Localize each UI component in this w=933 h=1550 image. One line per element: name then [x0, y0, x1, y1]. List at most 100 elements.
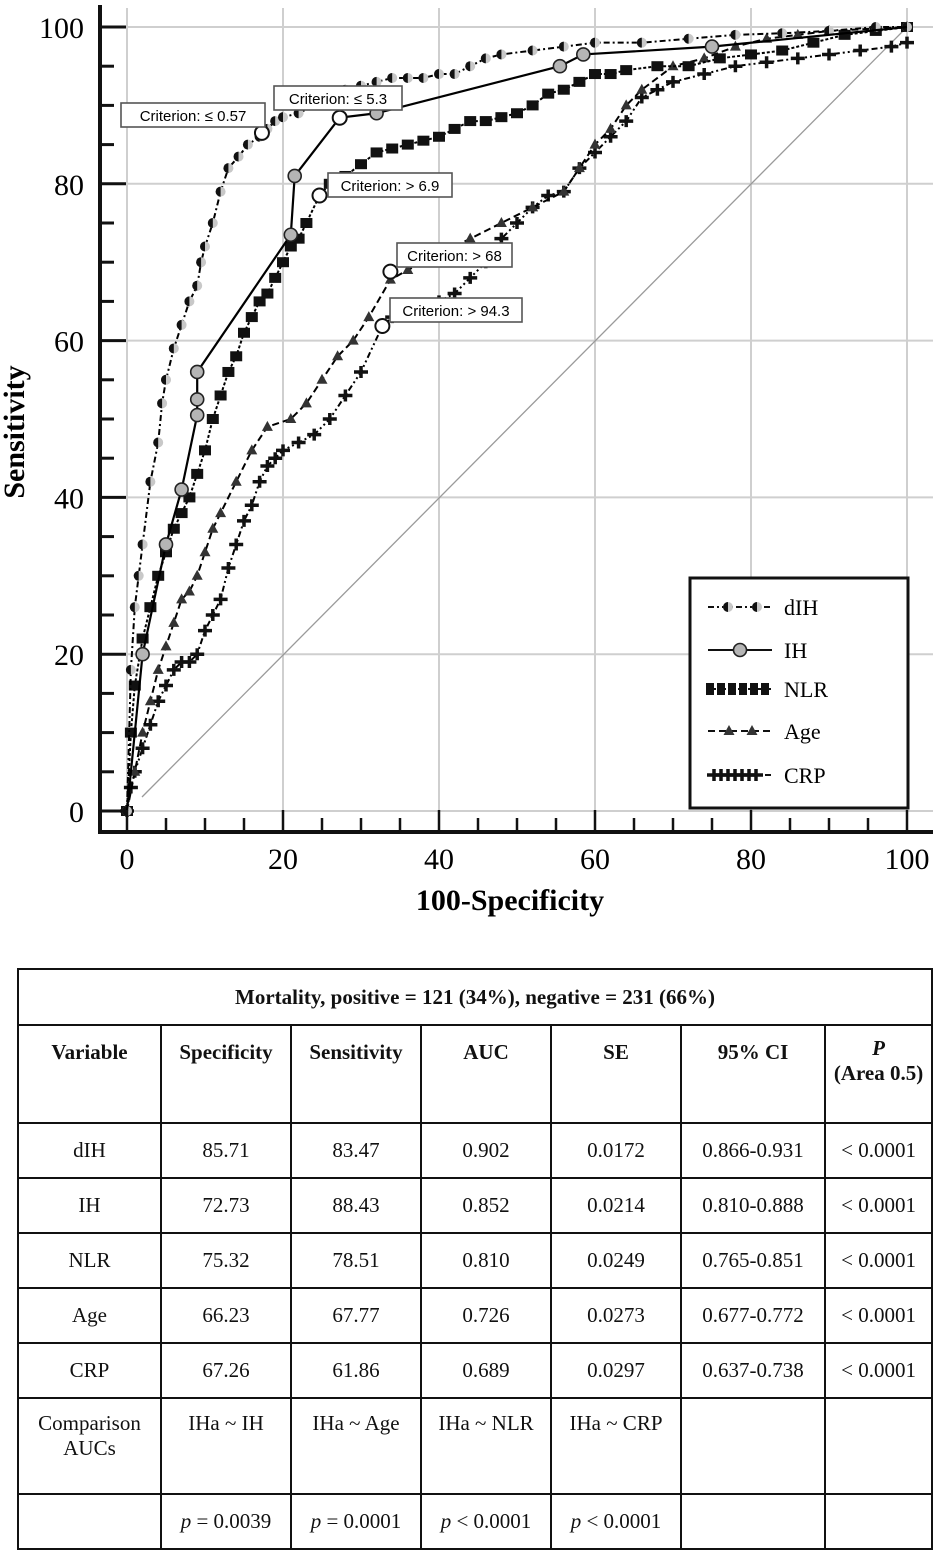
- point-age: [183, 585, 195, 596]
- cell-ci: 0.765-0.851: [680, 1232, 826, 1289]
- header-specificity: Specificity: [160, 1024, 292, 1124]
- cell-p: < 0.0001: [823, 1342, 933, 1399]
- point-age: [558, 185, 570, 196]
- comparison-pvalue: p < 0.0001: [420, 1493, 552, 1550]
- comparison-pvalue: p = 0.0039: [160, 1493, 292, 1550]
- point-crp: [338, 389, 353, 402]
- point-age: [605, 122, 617, 133]
- y-tick-label: 0: [69, 796, 84, 829]
- point-nlr: [136, 633, 149, 644]
- marker-half: [233, 151, 239, 162]
- marker-half: [192, 280, 198, 291]
- point-crp: [790, 52, 805, 65]
- marker-half: [200, 241, 205, 252]
- point-nlr: [175, 508, 188, 519]
- cell-ci: 0.677-0.772: [680, 1287, 826, 1344]
- marker-half: [133, 570, 139, 581]
- point-nlr: [604, 69, 617, 80]
- point-nlr: [238, 327, 250, 338]
- point-nlr: [269, 272, 282, 283]
- cell-specificity: 66.23: [160, 1287, 292, 1344]
- point-nlr: [300, 218, 313, 228]
- legend-item-age: Age: [708, 719, 821, 744]
- point-crp: [697, 68, 712, 81]
- point-age: [199, 546, 211, 557]
- criterion-point: [331, 109, 348, 126]
- point-age: [137, 726, 149, 737]
- point-ih: [575, 47, 591, 62]
- point-nlr: [620, 65, 633, 76]
- point-dih: [125, 664, 136, 675]
- criterion-box: [327, 172, 453, 198]
- point-ih: [704, 39, 720, 54]
- point-dih: [184, 296, 195, 307]
- marker-half: [242, 139, 248, 150]
- point-dih: [242, 139, 253, 150]
- point-crp: [221, 561, 236, 574]
- point-age: [402, 264, 414, 275]
- marker-half: [125, 664, 131, 675]
- table-body: dIH 85.71 83.47 0.902 0.0172 0.866-0.931 < 0.0…: [17, 1122, 933, 1399]
- point-dih: [145, 476, 156, 487]
- point-age: [698, 52, 710, 63]
- x-tick-label: 40: [424, 843, 454, 876]
- point-nlr: [713, 53, 726, 64]
- point-ih: [158, 537, 174, 552]
- point-crp: [244, 499, 259, 512]
- marker-half: [153, 437, 159, 448]
- point-ih: [283, 227, 299, 243]
- header-se: SE: [550, 1024, 682, 1124]
- point-crp: [900, 36, 914, 49]
- legend-label: NLR: [784, 677, 828, 702]
- point-nlr: [479, 116, 492, 127]
- point-age: [246, 444, 258, 455]
- cell-ci: 0.637-0.738: [680, 1342, 826, 1399]
- cell-variable: CRP: [17, 1342, 162, 1399]
- criterion-label: Criterion: > 6.9: [341, 178, 440, 195]
- marker-half: [636, 37, 642, 48]
- marker-half: [129, 602, 135, 613]
- criterion-point: [311, 187, 328, 204]
- cell-se: 0.0297: [550, 1342, 682, 1399]
- point-age: [332, 350, 344, 361]
- point-dih: [449, 69, 460, 80]
- point-nlr: [230, 351, 243, 362]
- point-dih: [558, 41, 569, 52]
- table-row: IH 72.73 88.43 0.852 0.0214 0.810-0.888 < 0.00…: [17, 1177, 933, 1234]
- empty-cell: [680, 1493, 826, 1550]
- header-p-symbol: P: [872, 1036, 885, 1060]
- point-dih: [418, 72, 429, 83]
- legend-marker: [746, 725, 758, 735]
- comparison-pair: IHa ~ IH: [160, 1397, 292, 1495]
- comparison-pvalue: p = 0.0001: [290, 1493, 422, 1550]
- x-axis-title: 100-Specificity: [416, 884, 604, 917]
- criterion-annotations: Criterion: ≤ 0.57 Criterion: ≤ 5.3 Criteri…: [120, 85, 523, 335]
- legend-item-dih: dIH: [708, 595, 818, 620]
- point-nlr: [292, 233, 305, 244]
- point-dih: [196, 257, 207, 268]
- point-dih: [683, 33, 694, 44]
- point-crp: [260, 460, 275, 473]
- point-age: [176, 593, 188, 604]
- marker-half: [137, 539, 143, 550]
- legend-marker: [728, 683, 736, 695]
- point-nlr: [128, 680, 141, 691]
- comparison-label-line2: AUCs: [63, 1436, 116, 1460]
- legend-item-nlr: NLR: [706, 677, 828, 702]
- legend-marker: [752, 602, 762, 612]
- p-symbol: p: [310, 1509, 322, 1533]
- x-tick-label: 80: [736, 843, 766, 876]
- point-dih: [387, 72, 398, 83]
- point-age: [285, 413, 297, 423]
- point-dih: [402, 72, 413, 83]
- point-crp: [213, 593, 228, 606]
- marker-half: [496, 49, 502, 60]
- reference-diagonal: [141, 26, 908, 798]
- point-nlr: [160, 547, 172, 558]
- marker-half: [270, 116, 276, 127]
- point-dih: [480, 53, 491, 64]
- table-row: NLR 75.32 78.51 0.810 0.0249 0.765-0.851 < 0.0…: [17, 1232, 933, 1289]
- criterion-label: Criterion: ≤ 0.57: [140, 108, 247, 125]
- point-nlr: [589, 69, 601, 80]
- point-age: [160, 640, 172, 651]
